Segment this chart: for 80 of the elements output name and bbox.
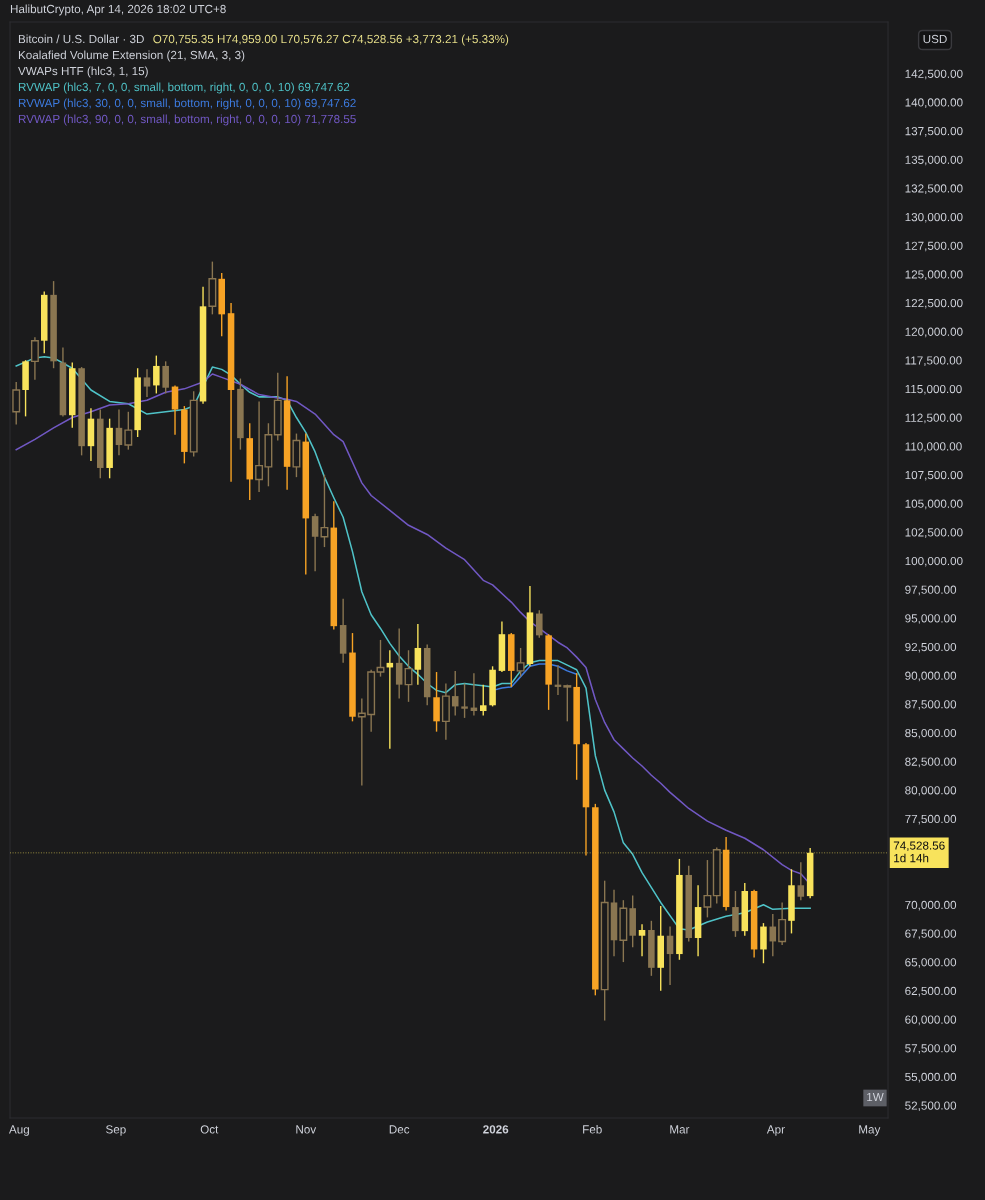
candlestick xyxy=(797,861,805,901)
y-tick-label: 125,000.00 xyxy=(905,270,963,280)
y-tick-label: 80,000.00 xyxy=(905,786,957,796)
y-tick-label: 115,000.00 xyxy=(905,384,962,395)
candlestick xyxy=(516,647,525,678)
y-tick-label: 95,000.00 xyxy=(905,614,957,624)
y-tick-label: 117,500.00 xyxy=(905,356,962,366)
x-tick-label: May xyxy=(859,1125,881,1136)
x-tick-label: Aug xyxy=(8,1125,29,1136)
y-tick-label: 65,000.00 xyxy=(905,958,957,968)
y-tick-label: 130,000.00 xyxy=(905,212,963,223)
y-tick-label: 100,000.00 xyxy=(905,556,963,567)
x-tick-label: Apr xyxy=(766,1125,785,1136)
candlestick xyxy=(124,411,133,451)
y-tick-label: 127,500.00 xyxy=(905,241,963,252)
candlestick xyxy=(451,670,459,717)
x-tick-label: Sep xyxy=(106,1125,126,1136)
candlestick xyxy=(479,683,487,717)
x-tick-label: Feb xyxy=(583,1124,602,1134)
text: O70,755.35 H74,959.00 L70,576.27 C74,528.56 +3,773.21 (+5.33%) xyxy=(153,34,509,46)
y-tick-label: 122,500.00 xyxy=(905,298,963,309)
text: RVWAP (hlc3, 30, 0, 0, small, bottom, right, 0, 0, 0, 10) 69,747.62 xyxy=(18,98,356,110)
candlestick xyxy=(638,923,646,958)
candlestick xyxy=(162,360,169,395)
candlestick xyxy=(311,513,319,572)
y-tick-label: 52,500.00 xyxy=(905,1101,957,1112)
candlestick xyxy=(461,682,468,719)
y-tick-label: 85,000.00 xyxy=(905,728,957,739)
y-tick-label: 110,000.00 xyxy=(905,442,962,452)
text: Bitcoin / U.S. Dollar · 3D xyxy=(18,34,144,44)
y-tick-label: 140,000.00 xyxy=(905,98,963,108)
y-tick-label: 142,500.00 xyxy=(905,69,963,80)
candlestick xyxy=(143,368,151,398)
y-tick-label: 77,500.00 xyxy=(905,814,957,825)
y-tick-label: 132,500.00 xyxy=(905,184,963,194)
y-tick-label: 55,000.00 xyxy=(905,1072,957,1083)
y-tick-label: 67,500.00 xyxy=(905,929,957,940)
x-tick-label: Oct xyxy=(200,1125,219,1134)
candlestick xyxy=(414,623,422,686)
y-tick-label: 105,000.00 xyxy=(905,499,963,510)
text: USD xyxy=(923,34,947,44)
y-tick-label: 70,000.00 xyxy=(905,900,957,911)
x-tick-label: Dec xyxy=(389,1125,410,1134)
text: RVWAP (hlc3, 7, 0, 0, small, bottom, right, 0, 0, 0, 10) 69,747.62 xyxy=(18,82,350,94)
annotation: VWAPs HTF (hlc3, 1, 15) xyxy=(18,66,148,78)
x-tick-label: 2026 xyxy=(483,1125,509,1134)
candlestick xyxy=(666,925,674,986)
candlestick xyxy=(395,627,403,700)
text: HalibutCrypto, Apr 14, 2026 18:02 UTC+8 xyxy=(10,4,226,16)
annotation: 1W xyxy=(867,1092,884,1102)
candlestick xyxy=(153,354,160,395)
y-tick-label: 62,500.00 xyxy=(905,986,957,997)
x-tick-label: Mar xyxy=(670,1125,690,1134)
candlestick xyxy=(115,408,123,457)
y-tick-label: 87,500.00 xyxy=(905,700,957,710)
candlestick xyxy=(12,381,21,426)
annotation: Koalafied Volume Extension (21, SMA, 3, 3) xyxy=(18,50,245,62)
text: RVWAP (hlc3, 90, 0, 0, small, bottom, right, 0, 0, 0, 10) 71,778.55 xyxy=(18,114,356,126)
y-tick-label: 57,500.00 xyxy=(905,1044,957,1054)
y-tick-label: 92,500.00 xyxy=(905,642,957,653)
y-tick-label: 107,500.00 xyxy=(905,470,963,481)
y-tick-label: 120,000.00 xyxy=(905,327,963,338)
y-tick-label: 135,000.00 xyxy=(905,155,963,166)
y-tick-label: 137,500.00 xyxy=(905,126,963,137)
y-tick-label: 112,500.00 xyxy=(905,413,962,424)
candlestick xyxy=(320,474,329,548)
candlestick xyxy=(703,859,712,919)
candlestick xyxy=(376,639,385,678)
y-tick-label: 102,500.00 xyxy=(905,528,963,538)
y-tick-label: 82,500.00 xyxy=(905,757,957,768)
candlestick xyxy=(760,922,767,964)
y-tick-label: 90,000.00 xyxy=(905,671,957,682)
ref-line-label: 74,528.56 1d 14h xyxy=(893,841,945,863)
candlestick xyxy=(778,901,787,946)
y-tick-label: 60,000.00 xyxy=(905,1015,957,1026)
candlestick xyxy=(30,336,39,381)
y-tick-label: 97,500.00 xyxy=(905,585,957,596)
x-tick-label: Nov xyxy=(296,1125,317,1134)
candlestick xyxy=(536,609,543,639)
candlestick xyxy=(563,683,572,723)
